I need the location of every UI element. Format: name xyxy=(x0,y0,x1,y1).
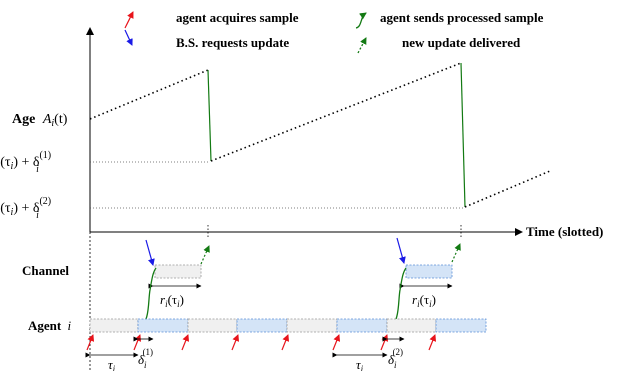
agent-slot-1 xyxy=(137,318,189,333)
bs-request-arrow-2-icon xyxy=(396,237,406,264)
update-delivered-arrow-2-icon xyxy=(451,243,461,263)
level-1-label: ri(τi) + δ(1)i xyxy=(0,150,51,175)
sample-arrow-8-icon xyxy=(428,334,437,351)
legend-blue-arrow-icon xyxy=(124,29,133,46)
agent-slot-4 xyxy=(286,318,338,333)
legend-green-solid-arrow-icon xyxy=(355,12,367,29)
agent-slot-0 xyxy=(89,318,139,333)
agent-slot-2 xyxy=(187,318,238,333)
legend-update-delivered-label: new update delivered xyxy=(402,35,521,50)
age-drop-1 xyxy=(207,69,212,162)
agent-slot-6 xyxy=(386,318,437,333)
legend: agent acquires sample B.S. requests upda… xyxy=(124,10,544,54)
sample-arrow-6-icon xyxy=(332,334,341,351)
agent-row-label: Agent i xyxy=(28,318,71,333)
channel-slot-2 xyxy=(405,264,453,279)
agent-slot-7 xyxy=(435,318,487,333)
sample-arrow-7-icon xyxy=(380,334,389,351)
legend-agent-acquires-label: agent acquires sample xyxy=(176,10,299,25)
age-drop-2 xyxy=(460,62,466,208)
y-axis-label: Age Ai(t) xyxy=(12,112,68,129)
update-delivered-arrow-1-icon xyxy=(200,245,210,265)
agent-slot-5 xyxy=(336,318,388,333)
legend-red-arrow-icon xyxy=(124,11,134,29)
agent-row: Agent i τi δi(1) τi δi(2) xyxy=(28,318,487,371)
agent-slot-3 xyxy=(236,318,288,333)
sample-arrow-2-icon xyxy=(133,334,142,351)
tau-label-1: τi xyxy=(108,357,116,371)
legend-bs-requests-label: B.S. requests update xyxy=(176,35,289,50)
age-ramp-2 xyxy=(210,62,462,162)
processing-label-2: ri(τi) xyxy=(412,292,436,309)
tau-label-2: τi xyxy=(356,357,364,371)
bs-request-arrow-1-icon xyxy=(145,239,155,266)
channel-row-label: Channel xyxy=(22,263,69,278)
age-curve xyxy=(89,62,551,238)
agent-sends-arrow-1-icon xyxy=(138,267,157,326)
level-2-label: ri(τi) + δ(2)i xyxy=(0,196,51,221)
sample-arrow-4-icon xyxy=(231,334,240,351)
sample-arrow-1-icon xyxy=(86,334,95,351)
age-ramp-1 xyxy=(89,69,209,120)
legend-green-dashed-arrow-icon xyxy=(357,37,367,54)
delta-label-1: δi(1) xyxy=(138,347,153,370)
sample-arrow-5-icon xyxy=(281,334,290,351)
channel-row: Channel ri(τi) ri(τi) xyxy=(22,237,461,326)
delta-label-2: δi(2) xyxy=(388,347,403,370)
agent-sends-arrow-2-icon xyxy=(388,267,407,326)
channel-slot-1 xyxy=(154,264,202,279)
level-labels: ri(τi) + δ(1)i ri(τi) + δ(2)i xyxy=(0,150,463,221)
legend-agent-sends-label: agent sends processed sample xyxy=(380,10,544,25)
sample-arrow-3-icon xyxy=(181,334,190,351)
processing-label-1: ri(τi) xyxy=(160,292,184,309)
x-axis-label: Time (slotted) xyxy=(526,224,603,239)
age-ramp-3 xyxy=(464,170,551,208)
axes: Time (slotted) Age Ai(t) xyxy=(12,27,603,370)
